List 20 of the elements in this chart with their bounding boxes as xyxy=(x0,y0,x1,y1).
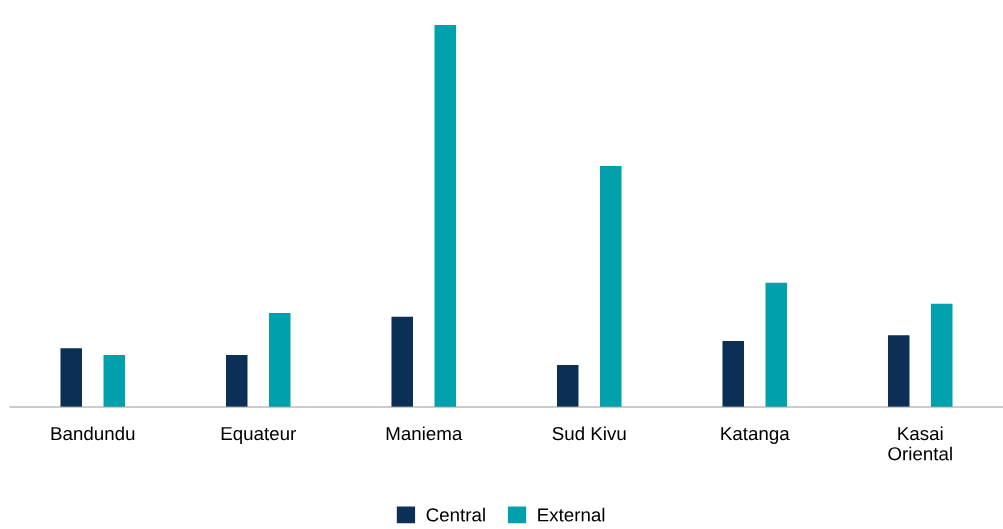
x-tick-label: Maniema xyxy=(386,426,463,441)
x-tick-label: Katanga xyxy=(721,427,790,444)
bar xyxy=(269,313,291,407)
bar xyxy=(434,24,457,407)
bar xyxy=(600,165,622,407)
legend-label: Central xyxy=(426,507,485,522)
bar xyxy=(556,364,579,407)
x-tick-label: Bandundu xyxy=(51,426,135,441)
x-tick-label: Equateur xyxy=(221,427,296,444)
bar xyxy=(103,355,126,407)
x-tick-label: Kasai Oriental xyxy=(888,426,952,461)
bar xyxy=(931,303,953,407)
legend-label: External xyxy=(538,507,605,522)
x-tick-label: Sud Kivu xyxy=(552,426,626,441)
bar xyxy=(225,355,248,407)
bar xyxy=(887,335,910,407)
bar xyxy=(60,348,82,407)
bar xyxy=(765,282,788,407)
bar xyxy=(722,340,744,407)
bar xyxy=(391,316,413,407)
